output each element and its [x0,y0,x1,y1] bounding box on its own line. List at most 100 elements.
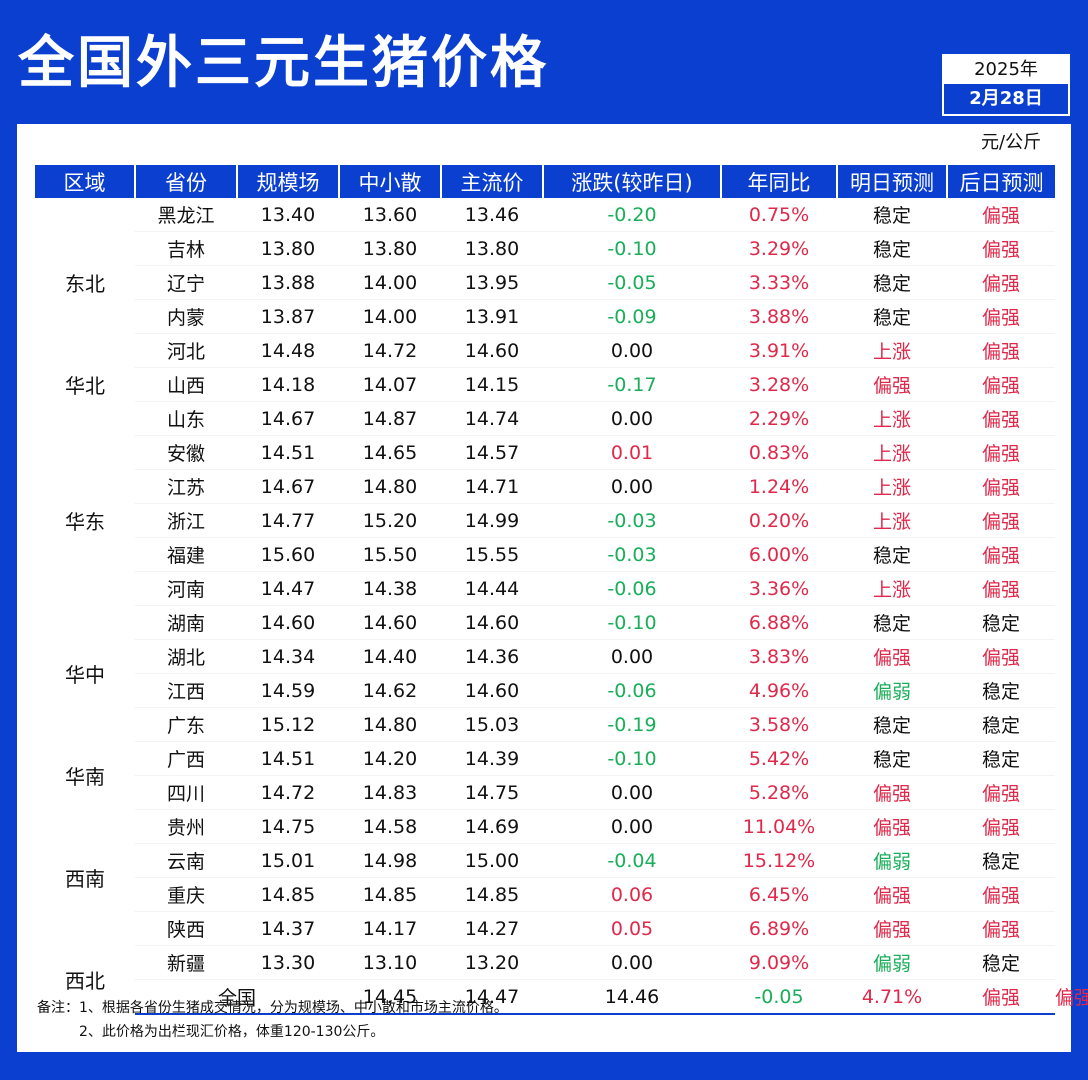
large-farm-cell: 15.12 [237,707,339,742]
header-day-after: 后日预测 [947,165,1055,198]
tomorrow-forecast-cell: 偏强 [837,775,947,810]
yoy-cell: 0.20% [721,503,837,538]
yoy-cell: 6.00% [721,537,837,572]
table-row: 华中 湖南 14.60 14.60 14.60 -0.10 6.88% 稳定 稳定 [35,605,1055,687]
day-after-forecast-cell: 偏强 [947,401,1055,436]
yoy-cell: 5.28% [721,775,837,810]
tomorrow-forecast-cell: 稳定 [837,707,947,742]
table-row: 河南 14.47 14.38 14.44 -0.06 3.36% 上涨 偏强 [35,571,1055,606]
small-farm-cell: 14.00 [339,265,441,300]
note-1: 备注：1、根据各省份生猪成交情况，分为规模场、中小散和市场主流价格。 [37,1000,508,1016]
small-farm-cell: 14.98 [339,843,441,878]
change-cell: -0.10 [543,605,721,640]
tomorrow-forecast-cell: 上涨 [837,435,947,470]
large-farm-cell: 14.75 [237,809,339,844]
change-cell: -0.06 [543,673,721,708]
day-after-forecast-cell: 偏强 [947,503,1055,538]
small-farm-cell: 14.80 [339,707,441,742]
day-after-forecast-cell: 偏强 [947,299,1055,334]
yoy-cell: 3.36% [721,571,837,606]
large-farm-cell: 14.51 [237,741,339,776]
main-price-cell: 14.60 [441,673,543,708]
day-after-forecast-cell: 偏强 [947,435,1055,470]
province-cell: 辽宁 [135,265,237,300]
header-yoy: 年同比 [721,165,838,198]
table-row: 西南 贵州 14.75 14.58 14.69 0.00 11.04% 偏强 偏强 [35,809,1055,891]
yoy-cell: 3.91% [721,333,837,368]
table-row: 重庆 14.85 14.85 14.85 0.06 6.45% 偏强 偏强 [35,877,1055,912]
change-cell: -0.17 [543,367,721,402]
tomorrow-forecast-cell: 上涨 [837,503,947,538]
table-row: 江西 14.59 14.62 14.60 -0.06 4.96% 偏弱 稳定 [35,673,1055,708]
small-farm-cell: 15.20 [339,503,441,538]
header-main-price: 主流价 [441,165,544,198]
tomorrow-forecast-cell: 偏强 [837,367,947,402]
small-farm-cell: 14.83 [339,775,441,810]
tomorrow-forecast-cell: 偏强 [837,911,947,946]
change-cell: 0.00 [543,945,721,980]
tomorrow-forecast-cell: 稳定 [837,198,947,232]
tomorrow-forecast-cell: 偏弱 [837,843,947,878]
province-cell: 山西 [135,367,237,402]
header-tomorrow: 明日预测 [837,165,948,198]
region-cell: 东北 [65,272,105,296]
change-cell: 0.00 [543,333,721,368]
change-cell: 0.00 [543,639,721,674]
small-farm-cell: 14.85 [339,877,441,912]
day-after-forecast-cell: 偏强 [947,809,1055,844]
province-cell: 湖南 [135,605,237,640]
change-cell: 0.06 [543,877,721,912]
large-farm-cell: 13.40 [237,198,339,232]
main-price-cell: 15.55 [441,537,543,572]
total-yoy-cell: 4.71% [837,979,947,1015]
main-price-cell: 14.74 [441,401,543,436]
main-price-cell: 14.15 [441,367,543,402]
main-price-cell: 14.60 [441,333,543,368]
header-small-farm: 中小散 [339,165,442,198]
day-after-forecast-cell: 偏强 [947,877,1055,912]
price-table: 区域 省份 规模场 中小散 主流价 涨跌(较昨日) 年同比 明日预测 后日预测 … [35,165,1088,1015]
table-row: 内蒙 13.87 14.00 13.91 -0.09 3.88% 稳定 偏强 [35,299,1055,334]
yoy-cell: 15.12% [721,843,837,878]
header-change: 涨跌(较昨日) [543,165,722,198]
tomorrow-forecast-cell: 上涨 [837,333,947,368]
day-after-forecast-cell: 偏强 [947,231,1055,266]
day-after-forecast-cell: 偏强 [947,265,1055,300]
province-cell: 湖北 [135,639,237,674]
yoy-cell: 3.88% [721,299,837,334]
yoy-cell: 9.09% [721,945,837,980]
header-large-farm: 规模场 [237,165,340,198]
province-cell: 广西 [135,741,237,776]
large-farm-cell: 14.34 [237,639,339,674]
province-cell: 江苏 [135,469,237,504]
main-price-cell: 15.03 [441,707,543,742]
yoy-cell: 5.42% [721,741,837,776]
large-farm-cell: 14.77 [237,503,339,538]
yoy-cell: 3.28% [721,367,837,402]
total-main-price-cell: 14.46 [543,979,721,1015]
small-farm-cell: 14.07 [339,367,441,402]
small-farm-cell: 14.00 [339,299,441,334]
day-after-forecast-cell: 偏强 [947,198,1055,232]
page-title: 全国外三元生猪价格 [18,31,549,96]
table-row: 浙江 14.77 15.20 14.99 -0.03 0.20% 上涨 偏强 [35,503,1055,538]
yoy-cell: 3.29% [721,231,837,266]
province-cell: 四川 [135,775,237,810]
header-province: 省份 [135,165,238,198]
small-farm-cell: 14.60 [339,605,441,640]
table-row: 华南 广西 14.51 14.20 14.39 -0.10 5.42% 稳定 稳定 [35,741,1055,789]
note-2: 2、此价格为出栏现汇价格，体重120-130公斤。 [79,1024,385,1040]
main-price-cell: 14.36 [441,639,543,674]
date-day: 2月28日 [944,84,1068,114]
province-cell: 贵州 [135,809,237,844]
province-cell: 江西 [135,673,237,708]
yoy-cell: 3.58% [721,707,837,742]
province-cell: 陕西 [135,911,237,946]
province-cell: 福建 [135,537,237,572]
day-after-forecast-cell: 稳定 [947,605,1055,640]
main-price-cell: 14.69 [441,809,543,844]
table-row: 西北 新疆 13.30 13.10 13.20 0.00 9.09% 偏弱 稳定 [35,945,1055,993]
table-row: 山西 14.18 14.07 14.15 -0.17 3.28% 偏强 偏强 [35,367,1055,402]
tomorrow-forecast-cell: 上涨 [837,401,947,436]
large-farm-cell: 14.48 [237,333,339,368]
